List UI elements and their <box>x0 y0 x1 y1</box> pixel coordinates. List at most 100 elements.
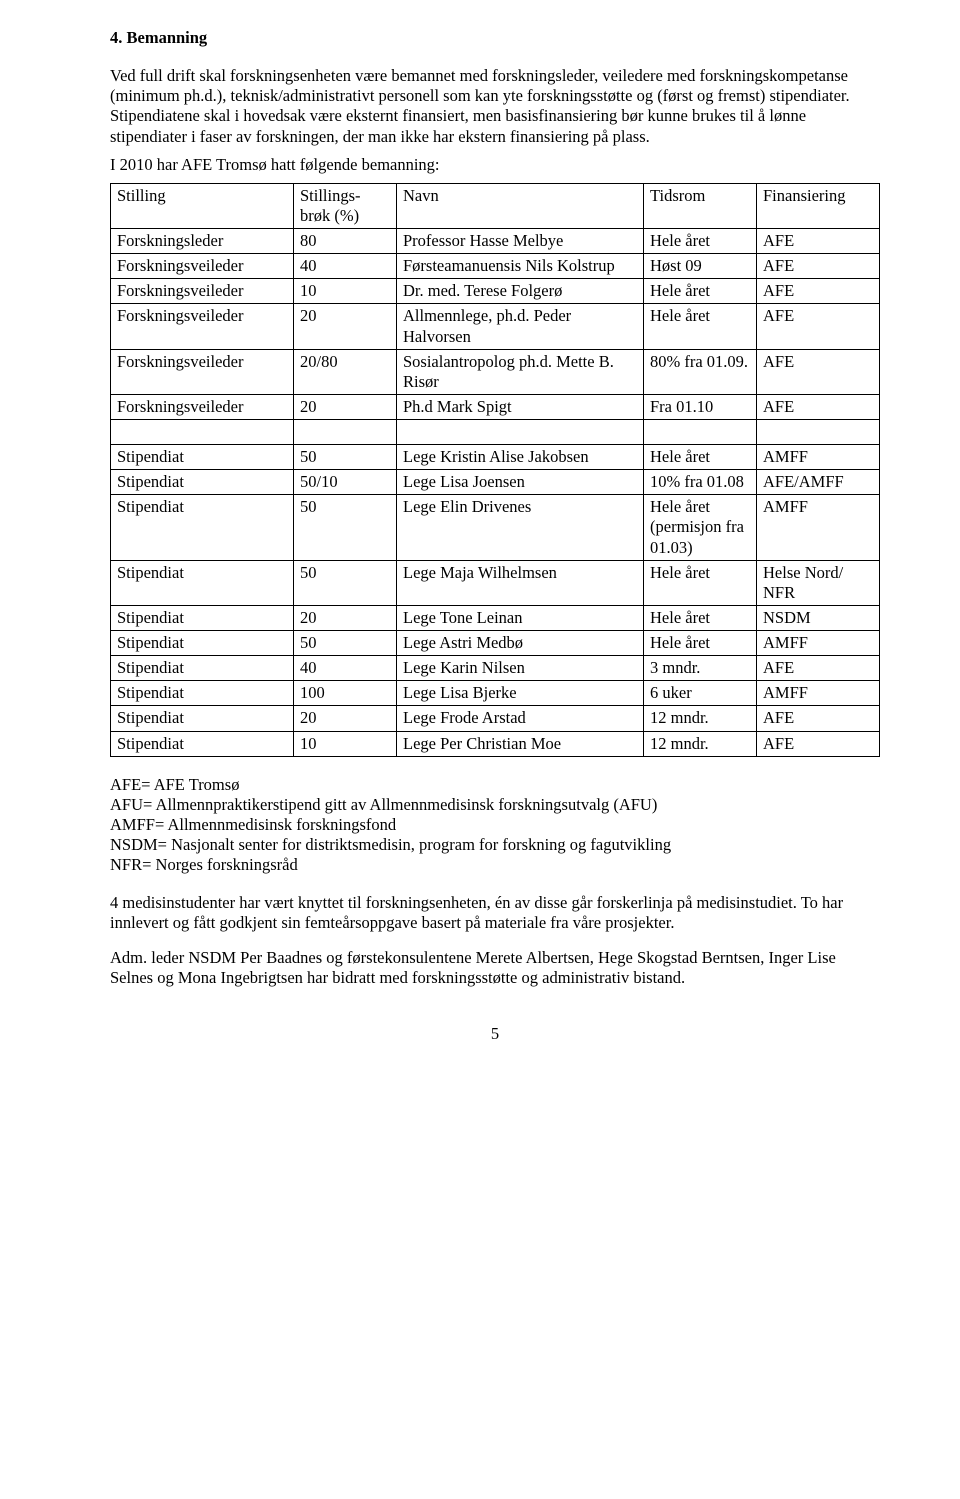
table-cell: Lege Frode Arstad <box>397 706 644 731</box>
table-row: Stipendiat50Lege Maja WilhelmsenHele åre… <box>111 560 880 605</box>
table-row: Stipendiat50Lege Kristin Alise JakobsenH… <box>111 445 880 470</box>
table-cell: Stipendiat <box>111 656 294 681</box>
intro-paragraph-2: I 2010 har AFE Tromsø hatt følgende bema… <box>110 155 880 175</box>
table-cell: 80 <box>294 229 397 254</box>
table-cell: AFE <box>757 731 880 756</box>
table-cell: 10% fra 01.08 <box>644 470 757 495</box>
table-cell: AMFF <box>757 445 880 470</box>
table-cell: 10 <box>294 731 397 756</box>
table-cell: Stipendiat <box>111 731 294 756</box>
table-cell: 10 <box>294 279 397 304</box>
table-cell: Lege Lisa Bjerke <box>397 681 644 706</box>
table-cell: 20 <box>294 304 397 349</box>
table-cell: Forskningsveileder <box>111 349 294 394</box>
table-cell: AFE <box>757 254 880 279</box>
table-cell: Forskningsleder <box>111 229 294 254</box>
table-cell: AMFF <box>757 631 880 656</box>
section-heading: 4. Bemanning <box>110 28 880 48</box>
table-cell: 50 <box>294 495 397 560</box>
legend-line: NFR= Norges forskningsråd <box>110 855 880 875</box>
table-cell: Lege Maja Wilhelmsen <box>397 560 644 605</box>
table-cell: 80% fra 01.09. <box>644 349 757 394</box>
table-cell-empty <box>294 420 397 445</box>
table-cell-empty <box>111 420 294 445</box>
table-cell: Stipendiat <box>111 681 294 706</box>
th-navn: Navn <box>397 183 644 228</box>
table-cell: 3 mndr. <box>644 656 757 681</box>
table-cell: Dr. med. Terese Folgerø <box>397 279 644 304</box>
table-cell: Stipendiat <box>111 495 294 560</box>
table-cell: Hele året <box>644 445 757 470</box>
table-cell: 12 mndr. <box>644 706 757 731</box>
paragraph-students: 4 medisinstudenter har vært knyttet til … <box>110 893 880 933</box>
th-brok: Stillings-brøk (%) <box>294 183 397 228</box>
table-cell: 20 <box>294 706 397 731</box>
table-row: Stipendiat50Lege Elin DrivenesHele året … <box>111 495 880 560</box>
legend-line: AFE= AFE Tromsø <box>110 775 880 795</box>
table-cell: Lege Astri Medbø <box>397 631 644 656</box>
table-cell: AMFF <box>757 495 880 560</box>
table-cell: Ph.d Mark Spigt <box>397 394 644 419</box>
table-cell: Allmennlege, ph.d. Peder Halvorsen <box>397 304 644 349</box>
table-cell: AFE <box>757 656 880 681</box>
table-cell: 12 mndr. <box>644 731 757 756</box>
table-row: Forskningsveileder10Dr. med. Terese Folg… <box>111 279 880 304</box>
table-cell: Lege Lisa Joensen <box>397 470 644 495</box>
table-cell: AFE <box>757 394 880 419</box>
table-cell: 50 <box>294 560 397 605</box>
legend-line: AFU= Allmennpraktikerstipend gitt av All… <box>110 795 880 815</box>
th-stilling: Stilling <box>111 183 294 228</box>
table-row: Stipendiat20Lege Frode Arstad12 mndr.AFE <box>111 706 880 731</box>
table-row: Stipendiat50Lege Astri MedbøHele åretAMF… <box>111 631 880 656</box>
table-cell: Helse Nord/ NFR <box>757 560 880 605</box>
table-cell: Hele året (permisjon fra 01.03) <box>644 495 757 560</box>
table-row: Forskningsveileder20/80Sosialantropolog … <box>111 349 880 394</box>
table-cell: 40 <box>294 656 397 681</box>
table-cell: Stipendiat <box>111 445 294 470</box>
table-cell: AFE <box>757 279 880 304</box>
table-row: Forskningsveileder40Førsteamanuensis Nil… <box>111 254 880 279</box>
legend-block: AFE= AFE Tromsø AFU= Allmennpraktikersti… <box>110 775 880 876</box>
table-cell: Stipendiat <box>111 631 294 656</box>
table-cell: Forskningsveileder <box>111 254 294 279</box>
table-cell-empty <box>757 420 880 445</box>
th-finansiering: Finansiering <box>757 183 880 228</box>
table-cell: AFE/AMFF <box>757 470 880 495</box>
table-cell: 20 <box>294 605 397 630</box>
table-cell: Førsteamanuensis Nils Kolstrup <box>397 254 644 279</box>
table-cell: Stipendiat <box>111 605 294 630</box>
table-row: Stipendiat10Lege Per Christian Moe12 mnd… <box>111 731 880 756</box>
table-cell: 40 <box>294 254 397 279</box>
th-tidsrom: Tidsrom <box>644 183 757 228</box>
table-cell: Forskningsveileder <box>111 394 294 419</box>
table-cell: Forskningsveileder <box>111 304 294 349</box>
table-empty-row <box>111 420 880 445</box>
table-cell: Lege Karin Nilsen <box>397 656 644 681</box>
table-row: Stipendiat50/10Lege Lisa Joensen10% fra … <box>111 470 880 495</box>
legend-line: AMFF= Allmennmedisinsk forskningsfond <box>110 815 880 835</box>
page-number: 5 <box>110 1024 880 1044</box>
table-cell: 50 <box>294 631 397 656</box>
table-cell: Fra 01.10 <box>644 394 757 419</box>
table-row: Stipendiat40Lege Karin Nilsen3 mndr.AFE <box>111 656 880 681</box>
table-cell: Stipendiat <box>111 706 294 731</box>
table-cell: Lege Elin Drivenes <box>397 495 644 560</box>
table-cell: Hele året <box>644 304 757 349</box>
table-cell: Hele året <box>644 560 757 605</box>
table-cell: Professor Hasse Melbye <box>397 229 644 254</box>
table-cell: Forskningsveileder <box>111 279 294 304</box>
table-cell: AFE <box>757 706 880 731</box>
table-cell: 20/80 <box>294 349 397 394</box>
table-cell: 50 <box>294 445 397 470</box>
legend-line: NSDM= Nasjonalt senter for distriktsmedi… <box>110 835 880 855</box>
table-cell: AMFF <box>757 681 880 706</box>
table-cell: Hele året <box>644 631 757 656</box>
table-row: Forskningsleder80Professor Hasse MelbyeH… <box>111 229 880 254</box>
table-cell: Stipendiat <box>111 470 294 495</box>
table-cell: 50/10 <box>294 470 397 495</box>
table-cell: Stipendiat <box>111 560 294 605</box>
table-cell-empty <box>644 420 757 445</box>
table-cell: Høst 09 <box>644 254 757 279</box>
table-cell: AFE <box>757 304 880 349</box>
table-cell: Sosialantropolog ph.d. Mette B. Risør <box>397 349 644 394</box>
